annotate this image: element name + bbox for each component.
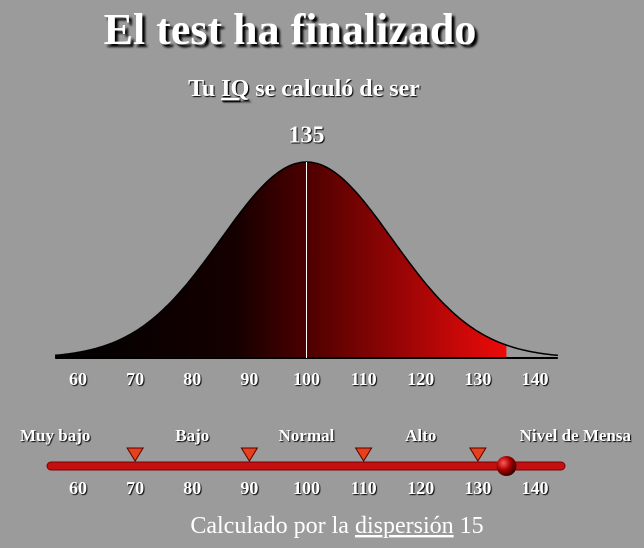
- iq-link[interactable]: IQ: [221, 76, 249, 102]
- scale-tick-label: 70: [126, 478, 144, 498]
- scale-marker: [468, 447, 487, 462]
- x-tick-label: 130: [464, 369, 491, 389]
- scale-bar: [46, 461, 566, 471]
- scale-tick-label: 120: [407, 478, 434, 498]
- scale-tick-label: 110: [351, 478, 377, 498]
- level-label: Alto: [405, 426, 436, 445]
- footer-text: Calculado por la: [190, 513, 349, 539]
- footer: Calculado por la dispersión 15: [190, 513, 483, 539]
- scale-tick-label: 80: [183, 478, 201, 498]
- level-label: Bajo: [175, 426, 209, 445]
- score-ball: [496, 456, 517, 476]
- x-tick-label: 70: [126, 369, 144, 389]
- x-tick-label: 120: [407, 369, 434, 389]
- x-tick-label: 140: [522, 369, 549, 389]
- level-label: Muy bajo: [20, 426, 90, 445]
- x-tick-label: 100: [293, 369, 320, 389]
- x-tick-label: 60: [69, 369, 87, 389]
- level-label: Normal: [279, 426, 335, 445]
- x-tick-label: 110: [351, 369, 377, 389]
- scale-marker: [240, 447, 259, 462]
- scale-tick-label: 140: [522, 478, 549, 498]
- subtitle-text: se calculó de ser: [255, 76, 420, 102]
- sd-value: 15: [460, 513, 484, 539]
- subtitle: Tu IQ se calculó de ser: [188, 76, 420, 102]
- scale-marker: [126, 447, 145, 462]
- scale-tick-label: 90: [240, 478, 258, 498]
- level-label: Nivel de Mensa: [520, 426, 632, 445]
- scale-tick-label: 60: [69, 478, 87, 498]
- scale-tick-label: 100: [293, 478, 320, 498]
- score-label: 135: [289, 123, 325, 149]
- subtitle-text: Tu: [188, 76, 215, 102]
- scale-tick-label: 130: [464, 478, 491, 498]
- x-tick-label: 80: [183, 369, 201, 389]
- title: El test ha finalizado: [104, 5, 477, 54]
- dispersion-link[interactable]: dispersión: [355, 513, 454, 539]
- score-area: [55, 162, 507, 358]
- scale-marker: [354, 447, 373, 462]
- x-tick-label: 90: [240, 369, 258, 389]
